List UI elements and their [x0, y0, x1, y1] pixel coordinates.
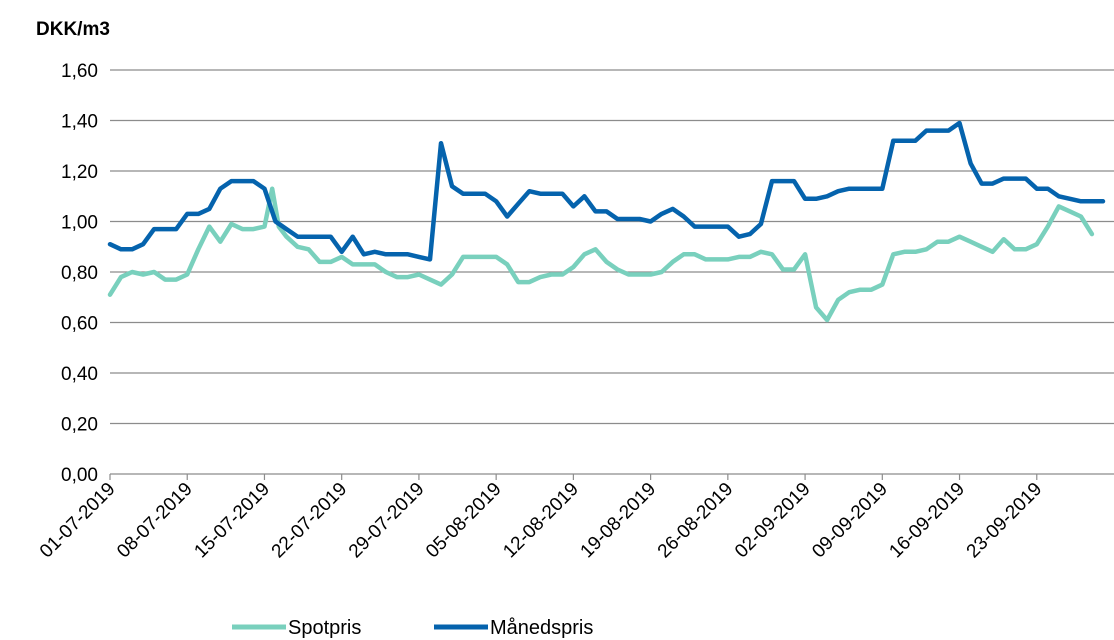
- y-axis-title: DKK/m3: [36, 19, 110, 40]
- y-tick-label: 1,60: [61, 61, 98, 82]
- y-tick-label: 0,80: [61, 263, 98, 284]
- x-tick-label: 08-07-2019: [113, 479, 197, 563]
- x-tick-labels: 01-07-201908-07-201915-07-201922-07-2019…: [36, 474, 1046, 562]
- y-tick-label: 1,40: [61, 112, 98, 133]
- y-tick-label: 0,20: [61, 415, 98, 436]
- x-tick-label: 01-07-2019: [36, 479, 120, 563]
- x-tick-label: 12-08-2019: [499, 479, 583, 563]
- x-tick-label: 15-07-2019: [190, 479, 274, 563]
- x-tick-label: 05-08-2019: [422, 479, 506, 563]
- x-tick-label: 22-07-2019: [268, 479, 352, 563]
- legend-label: Spotpris: [288, 617, 361, 639]
- series-line-spotpris: [107, 186, 1095, 323]
- x-tick-label: 09-09-2019: [808, 479, 892, 563]
- x-tick-label: 26-08-2019: [654, 479, 738, 563]
- x-tick-label: 16-09-2019: [885, 479, 969, 563]
- x-tick-label: 19-08-2019: [577, 479, 661, 563]
- x-tick-label: 23-09-2019: [963, 479, 1047, 563]
- series-lines: [107, 120, 1106, 323]
- x-tick-label: 02-09-2019: [731, 479, 815, 563]
- y-tick-label: 0,60: [61, 314, 98, 335]
- x-tick-label: 29-07-2019: [345, 479, 429, 563]
- legend: Spotpris Månedspris: [232, 617, 593, 639]
- y-tick-labels: 0,00 0,20 0,40 0,60 0,80 1,00 1,20 1,40 1,60: [61, 61, 98, 486]
- y-tick-label: 0,00: [61, 465, 98, 486]
- y-tick-label: 1,00: [61, 213, 98, 234]
- y-tick-label: 0,40: [61, 364, 98, 385]
- y-tick-label: 1,20: [61, 162, 98, 183]
- legend-label: Månedspris: [490, 617, 593, 639]
- series-line-maanedspris: [107, 120, 1106, 262]
